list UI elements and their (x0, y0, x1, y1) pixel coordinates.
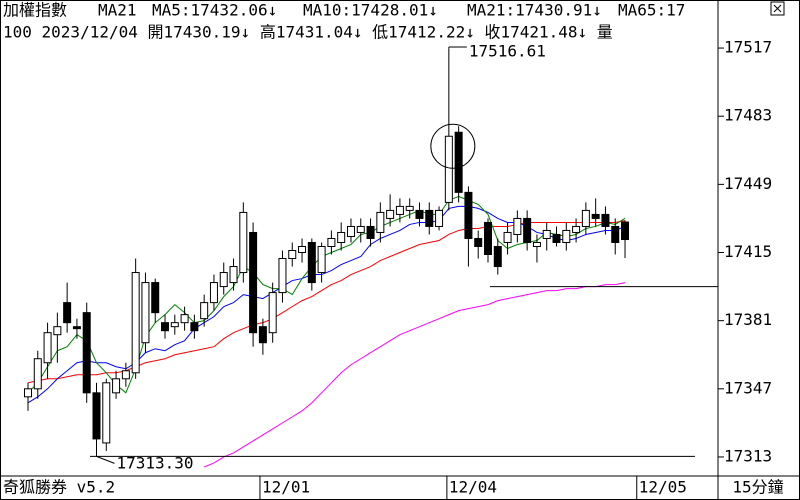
high-annotation: 17516.61 (469, 42, 546, 61)
candle-body (249, 231, 258, 334)
candle-body (141, 282, 150, 344)
candle-body (435, 209, 444, 227)
candle-body (386, 209, 395, 219)
candle-body (356, 225, 365, 233)
candle-body (474, 237, 483, 247)
candle-body (190, 322, 199, 332)
highlight-circle (430, 123, 476, 169)
info-line: 100 2023/12/04 開17430.19↓ 高17431.04↓ 低17… (3, 23, 613, 42)
candle-body (552, 233, 561, 243)
x-tick-label: 12/04 (449, 478, 497, 497)
candle-body (405, 205, 414, 211)
candle-body (532, 241, 541, 247)
candle-body (131, 272, 140, 374)
low-annotation: 17313.30 (117, 454, 194, 473)
candle-body (542, 229, 551, 239)
header-item: MA10:17428.01↓ (303, 1, 438, 20)
candle-body (444, 135, 453, 203)
header-item: MA5:17432.06↓ (152, 1, 277, 20)
candle-body (562, 229, 571, 243)
candle-body (464, 191, 473, 239)
candle-body (200, 302, 209, 320)
y-tick-label: 17313 (724, 446, 772, 465)
candle-body (298, 245, 307, 254)
candle-body (102, 382, 111, 444)
candle-body (121, 370, 130, 380)
candle-body (523, 217, 532, 243)
candle-body (611, 225, 620, 243)
y-tick-label: 17415 (724, 242, 772, 261)
candle-body (180, 314, 189, 324)
candle-body (493, 245, 502, 268)
header-item: MA21 (98, 1, 137, 20)
candle-body (415, 209, 424, 219)
candle-body (170, 322, 179, 328)
candle-body (239, 211, 248, 274)
candle-body (278, 258, 287, 294)
window-button-icon (773, 4, 782, 13)
candle-body (601, 213, 610, 227)
candle-body (376, 211, 385, 233)
candle-body (288, 250, 297, 260)
candle-body (572, 225, 581, 233)
candle-body (92, 392, 101, 440)
y-tick-label: 17347 (724, 378, 772, 397)
candle-body (591, 213, 600, 219)
candle-body (209, 282, 218, 304)
candle-body (327, 237, 336, 247)
candle-body (395, 205, 404, 215)
y-tick-label: 17381 (724, 310, 772, 329)
candle-body (307, 241, 316, 284)
candle-body (621, 221, 630, 241)
annotation-leader (96, 455, 115, 464)
header-item: MA21:17430.91↓ (467, 1, 602, 20)
header-item: MA65:17 (618, 1, 685, 20)
candle-body (151, 282, 160, 314)
candle-body (268, 292, 277, 334)
candle-body (454, 131, 463, 193)
candle-body (112, 378, 121, 394)
candle-body (483, 221, 492, 256)
y-tick-label: 17449 (724, 174, 772, 193)
x-tick-label: 12/01 (262, 478, 310, 497)
footer-right: 15分鐘 (732, 478, 783, 497)
candle-body (161, 322, 170, 332)
header-item: 加權指數 (3, 1, 67, 20)
candle-body (581, 209, 590, 227)
candle-body (317, 245, 326, 274)
candle-body (513, 217, 522, 235)
candle-body (33, 358, 42, 390)
candle-body (53, 326, 62, 336)
candle-body (23, 388, 32, 398)
candle-body (219, 272, 228, 288)
candle-body (72, 326, 81, 330)
candle-body (229, 266, 238, 284)
candle-body (82, 312, 91, 394)
y-tick-label: 17517 (724, 38, 772, 57)
candle-body (366, 225, 375, 239)
candle-body (346, 225, 355, 237)
footer-left: 奇狐勝券 v5.2 (3, 478, 115, 497)
candle-body (43, 332, 52, 364)
candle-body (258, 326, 267, 344)
ma-line (203, 282, 626, 468)
candle-body (337, 231, 346, 243)
candle-body (63, 302, 72, 324)
y-tick-label: 17483 (724, 106, 772, 125)
candle-body (503, 231, 512, 243)
candle-body (425, 209, 434, 227)
x-tick-label: 12/05 (639, 478, 687, 497)
